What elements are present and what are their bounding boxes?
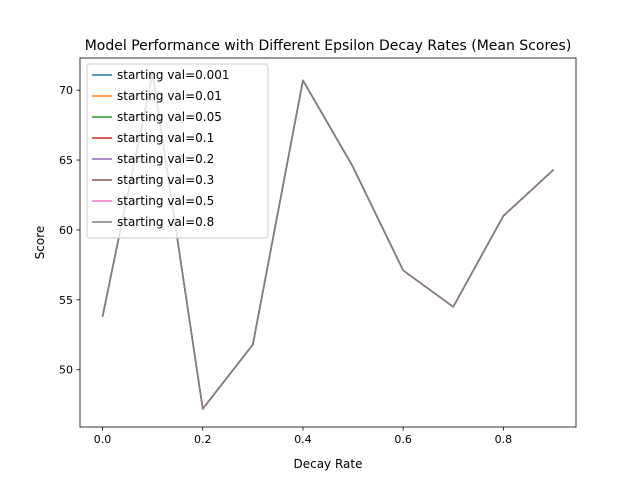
legend-label: starting val=0.01 [117,89,222,103]
legend-label: starting val=0.05 [117,110,222,124]
legend-label: starting val=0.5 [117,194,214,208]
x-tick-label: 0.8 [495,433,513,446]
legend-box [86,63,269,239]
legend-label: starting val=0.2 [117,152,214,166]
x-axis-label: Decay Rate [293,457,362,471]
x-tick-label: 0.4 [294,433,312,446]
y-axis-ticks: 50 55 60 65 70 [59,84,80,377]
legend-label: starting val=0.8 [117,215,214,229]
series-line-7 [101,72,554,410]
y-axis-label: Score [33,226,47,260]
y-tick-label: 60 [59,224,73,237]
y-tick-label: 70 [59,84,73,97]
y-tick-label: 65 [59,154,73,167]
series-layer [101,72,554,410]
x-tick-label: 0.6 [394,433,412,446]
y-tick-label: 50 [59,364,73,377]
x-tick-label: 0.0 [94,433,112,446]
legend-label: starting val=0.3 [117,173,214,187]
x-axis-ticks: 0.0 0.2 0.4 0.6 0.8 [94,427,512,446]
x-tick-label: 0.2 [194,433,212,446]
chart-title: Model Performance with Different Epsilon… [85,38,572,54]
axes-frame [79,57,577,428]
y-tick-label: 55 [59,294,73,307]
legend-label: starting val=0.001 [117,68,230,82]
legend-label: starting val=0.1 [117,131,214,145]
legend: starting val=0.001 starting val=0.01 start… [86,63,269,239]
